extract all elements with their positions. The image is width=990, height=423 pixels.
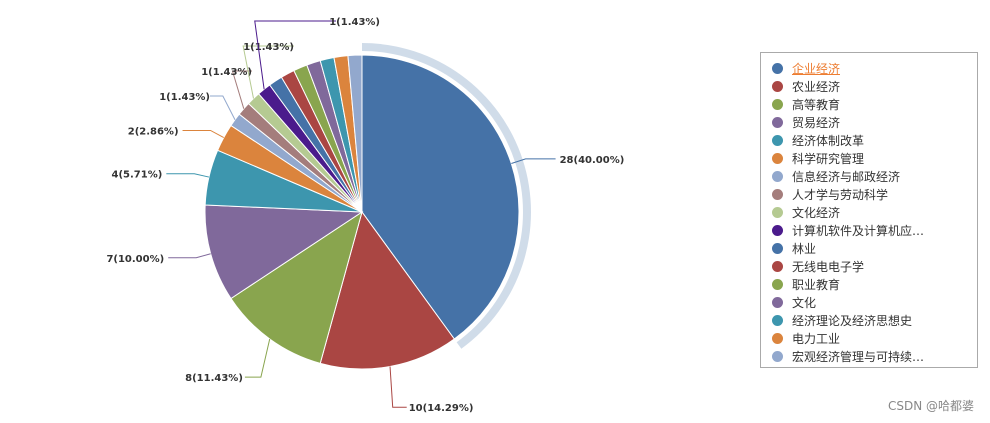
label-leader-line-4 xyxy=(166,173,210,178)
legend-item-5[interactable]: 科学研究管理 xyxy=(772,149,977,167)
legend-marker-icon xyxy=(772,80,783,92)
legend: 企业经济农业经济高等教育贸易经济经济体制改革 科学研究管理信息经济与邮政经济 人才学… xyxy=(760,52,978,368)
legend-item-12[interactable]: 职业教育 xyxy=(772,275,977,293)
label-leader-line-2 xyxy=(244,338,271,378)
legend-marker-icon xyxy=(772,332,783,344)
legend-item-15[interactable]: 电力工业 xyxy=(772,329,977,347)
label-leader-line-5 xyxy=(182,129,224,139)
legend-label: 农业经济 xyxy=(792,79,841,94)
legend-label: 企业经济 xyxy=(792,61,841,76)
data-label-2: 8(11.43%) xyxy=(185,373,243,384)
legend-label: 信息经济与邮政经济 xyxy=(792,169,901,184)
data-label-1: 10(14.29%) xyxy=(409,403,474,414)
legend-marker-icon xyxy=(772,152,783,164)
legend-item-16[interactable]: 宏观经济管理与可持续… xyxy=(772,347,977,365)
label-leader-line-9 xyxy=(254,20,336,90)
label-leader-line-7 xyxy=(231,70,252,109)
legend-item-1[interactable]: 农业经济 xyxy=(772,77,977,95)
legend-marker-icon xyxy=(772,278,783,290)
legend-item-3[interactable]: 贸易经济 xyxy=(772,113,977,131)
data-label-4: 4(5.71%) xyxy=(112,170,163,181)
legend-marker-icon xyxy=(772,98,783,110)
legend-label: 经济体制改革 xyxy=(792,133,865,148)
data-label-9: 1(1.43%) xyxy=(329,17,380,28)
legend-marker-icon xyxy=(772,296,783,308)
legend-item-13[interactable]: 文化 xyxy=(772,293,977,311)
legend-item-6[interactable]: 信息经济与邮政经济 xyxy=(772,167,977,185)
legend-label: 电力工业 xyxy=(792,331,841,346)
label-leader-line-6 xyxy=(210,95,236,120)
pie-slice-2[interactable] xyxy=(230,210,363,364)
label-leader-line-0 xyxy=(511,158,556,164)
legend-marker-icon xyxy=(772,188,783,200)
legend-label: 林业 xyxy=(792,241,817,256)
label-leader-line-8 xyxy=(242,45,294,99)
data-label-0: 28(40.00%) xyxy=(560,155,625,166)
legend-item-10[interactable]: 林业 xyxy=(772,239,977,257)
legend-item-7[interactable]: 人才学与劳动科学 xyxy=(772,185,977,203)
label-leader-line-1 xyxy=(389,366,407,408)
legend-label: 无线电电子学 xyxy=(792,259,865,274)
legend-item-9[interactable]: 计算机软件及计算机应… xyxy=(772,221,977,239)
legend-list: 企业经济农业经济高等教育贸易经济经济体制改革 科学研究管理信息经济与邮政经济 人才学… xyxy=(761,53,977,365)
legend-item-14[interactable]: 经济理论及经济思想史 xyxy=(772,311,977,329)
legend-label: 文化经济 xyxy=(792,205,841,220)
legend-label: 文化 xyxy=(792,295,817,310)
legend-marker-icon xyxy=(772,116,783,128)
legend-label: 职业教育 xyxy=(792,277,841,292)
legend-item-2[interactable]: 高等教育 xyxy=(772,95,977,113)
data-label-6: 1(1.43%) xyxy=(159,92,210,103)
data-label-8: 1(1.43%) xyxy=(243,42,294,53)
legend-label: 计算机软件及计算机应… xyxy=(792,223,925,238)
legend-marker-icon xyxy=(772,350,783,362)
label-leader-line-3 xyxy=(168,253,211,259)
data-label-3: 7(10.00%) xyxy=(106,254,164,265)
legend-label: 宏观经济管理与可持续… xyxy=(792,349,925,364)
pie-labels: 28(40.00%) 10(14.29%) 8(11.43%) 7(10.00%) 4(… xyxy=(106,17,624,414)
legend-item-4[interactable]: 经济体制改革 xyxy=(772,131,977,149)
legend-marker-icon xyxy=(772,224,783,236)
pie-slice-16[interactable] xyxy=(347,54,363,213)
data-label-7: 1(1.43%) xyxy=(201,67,252,78)
legend-item-11[interactable]: 无线电电子学 xyxy=(772,257,977,275)
legend-label: 科学研究管理 xyxy=(792,151,865,166)
legend-marker-icon xyxy=(772,134,783,146)
legend-label: 贸易经济 xyxy=(792,115,841,130)
legend-marker-icon xyxy=(772,314,783,326)
legend-marker-icon xyxy=(772,206,783,218)
legend-label: 人才学与劳动科学 xyxy=(792,187,889,202)
legend-marker-icon xyxy=(772,242,783,254)
watermark: CSDN @哈都婆 xyxy=(887,399,974,413)
data-label-5: 2(2.86%) xyxy=(128,126,179,137)
legend-marker-icon xyxy=(772,260,783,272)
legend-label: 高等教育 xyxy=(792,97,841,112)
legend-label: 经济理论及经济思想史 xyxy=(792,313,913,328)
pie-slices xyxy=(204,43,531,370)
legend-item-8[interactable]: 文化经济 xyxy=(772,203,977,221)
legend-item-0[interactable]: 企业经济 xyxy=(772,59,977,77)
legend-marker-icon xyxy=(772,62,783,74)
legend-marker-icon xyxy=(772,170,783,182)
